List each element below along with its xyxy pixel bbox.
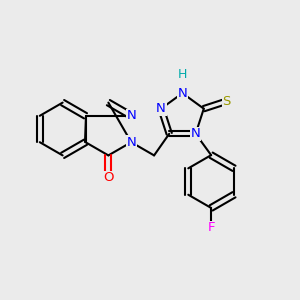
Text: N: N — [126, 136, 136, 149]
Text: N: N — [191, 127, 200, 140]
Text: N: N — [156, 102, 166, 115]
Text: F: F — [207, 221, 215, 234]
Text: O: O — [103, 171, 114, 184]
Text: S: S — [222, 95, 231, 108]
Text: N: N — [126, 109, 136, 122]
Text: H: H — [178, 68, 187, 81]
Text: N: N — [178, 87, 187, 100]
